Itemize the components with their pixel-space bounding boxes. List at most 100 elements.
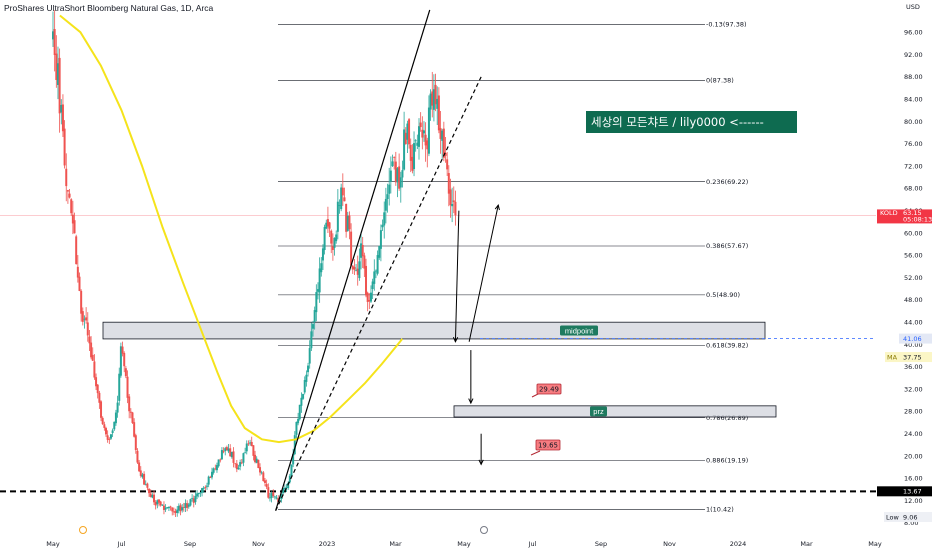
candle-body <box>212 468 215 473</box>
candle-body <box>363 255 366 269</box>
candle-body <box>447 173 450 194</box>
y-tick-label: 80.00 <box>904 118 923 126</box>
y-tick-label: 52.00 <box>904 274 923 282</box>
candle-body <box>369 292 372 302</box>
candle-body <box>60 104 63 113</box>
candle-body <box>268 497 271 499</box>
candle-body <box>401 170 404 178</box>
candle-body <box>207 476 210 485</box>
candle-body <box>202 487 205 489</box>
arrow-head-icon <box>494 203 500 211</box>
candle-body <box>333 237 336 248</box>
candle-body <box>66 190 69 192</box>
candle-body <box>139 470 142 476</box>
candle-body <box>338 205 341 206</box>
dashed-trendline <box>275 76 482 511</box>
candle-body <box>106 435 109 440</box>
candle-body <box>197 492 200 495</box>
candle-body <box>265 484 268 487</box>
candle-body <box>52 31 54 40</box>
ma-price-tag-label: MA <box>887 353 898 361</box>
candle-body <box>396 168 399 183</box>
candle-body <box>272 492 275 497</box>
candle-body <box>361 244 364 257</box>
y-tick-label: 68.00 <box>904 185 923 193</box>
target-callout-label: 29.49 <box>539 386 559 394</box>
x-tick-label: May <box>46 540 60 548</box>
x-tick-label: May <box>457 540 471 548</box>
candle-body <box>292 453 295 465</box>
candle-body <box>411 156 414 171</box>
candle-body <box>123 353 126 367</box>
x-tick-label: Nov <box>663 540 676 548</box>
candle-body <box>108 439 111 441</box>
candle-body <box>214 468 217 470</box>
fib-level-label: 0.886(19.19) <box>706 457 748 465</box>
targets-group: 29.49 19.65 <box>530 383 562 456</box>
zone-label: midpoint <box>565 326 594 335</box>
crosshair-price-tag: 41.06 <box>903 335 922 343</box>
candle-body <box>409 144 412 161</box>
candle-body <box>222 451 225 453</box>
candle-body <box>143 473 146 485</box>
candle-body <box>441 130 444 141</box>
x-tick-label: 2023 <box>319 540 336 548</box>
candle-body <box>348 215 351 230</box>
candle-body <box>368 299 371 302</box>
candle-body <box>343 197 346 202</box>
y-tick-label: 12.00 <box>904 497 923 505</box>
candle-body <box>169 506 172 508</box>
candle-body <box>323 227 326 251</box>
candle-body <box>133 422 136 437</box>
candle-body <box>119 346 122 376</box>
candle-body <box>391 161 394 167</box>
candle-body <box>157 499 160 503</box>
candle-body <box>421 129 424 138</box>
candle-body <box>436 98 439 109</box>
target-callout-bg <box>535 439 561 451</box>
candle-body <box>302 394 305 399</box>
candle-body <box>260 472 263 474</box>
candle-body <box>452 200 455 203</box>
candle-body <box>250 441 253 447</box>
candle-body <box>189 499 192 506</box>
candle-body <box>399 177 402 188</box>
ma-price-tag-bg <box>885 352 932 363</box>
x-tick-label: Sep <box>595 540 607 548</box>
price-zone-box <box>102 321 766 340</box>
candle-body <box>194 495 197 503</box>
candle-body <box>232 451 235 463</box>
support-line-group: 13.67 <box>0 215 932 497</box>
candle-body <box>88 336 91 344</box>
candle-body <box>328 222 331 229</box>
x-axis[interactable]: May Jul Sep Nov 2023 Mar May Jul Sep Nov 2024 Mar Ma… <box>46 526 882 549</box>
zone-label-bg <box>590 406 607 417</box>
y-tick-label: 84.00 <box>904 95 923 103</box>
y-tick-label: 20.00 <box>904 452 923 460</box>
candle-body <box>83 318 86 320</box>
candle-body <box>353 267 356 270</box>
candle-body <box>141 474 144 478</box>
candle-body <box>234 463 237 465</box>
candle-body <box>78 276 81 291</box>
candle-body <box>179 505 182 512</box>
y-axis[interactable]: 96.00 92.00 88.00 84.00 80.00 76.00 72.00 68.00… <box>877 29 932 528</box>
y-tick-label: 16.00 <box>904 475 923 483</box>
price-zone-box <box>453 405 777 418</box>
candle-body <box>358 261 361 279</box>
candle-body <box>419 122 422 128</box>
candle-body <box>346 215 349 231</box>
candle-body <box>280 493 283 500</box>
y-tick-label: 72.00 <box>904 162 923 170</box>
candle-body <box>341 187 344 196</box>
candle-body <box>161 504 164 506</box>
candle-body <box>437 95 440 131</box>
projection-arrow <box>454 210 460 342</box>
x-tick-label: Nov <box>252 540 265 548</box>
candle-body <box>100 401 103 418</box>
candle-body <box>275 497 278 499</box>
candle-body <box>196 493 199 497</box>
candle-body <box>174 510 177 514</box>
last-price-value: 63.15 <box>903 209 922 217</box>
